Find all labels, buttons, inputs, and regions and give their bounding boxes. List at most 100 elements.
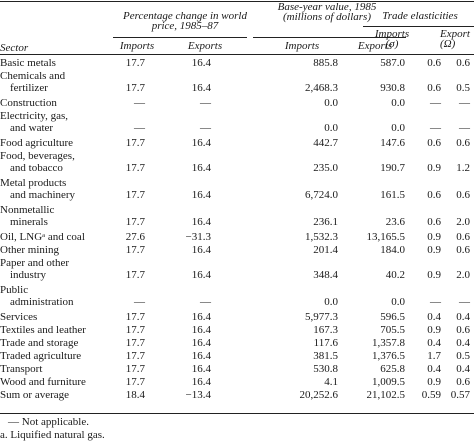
value-group-underline xyxy=(253,37,406,38)
table-cell: 0.6 xyxy=(427,57,441,69)
table-cell: 201.4 xyxy=(313,244,338,256)
table-row-text: Chemicals and xyxy=(0,70,474,82)
table-row: 17.7 16.4 4.1 1,009.5 0.9 0.6 xyxy=(0,376,474,388)
sector-label: industry xyxy=(10,269,47,281)
sector-label: Oil, LNGᵃ and coal xyxy=(0,231,85,243)
price-exports-header: Exports xyxy=(187,40,223,52)
sector-label: Traded agriculture xyxy=(0,350,82,362)
table-cell: 1,376.5 xyxy=(372,350,405,362)
table-row-text: Food agriculture xyxy=(0,137,474,149)
table-row: 27.6 −31.3 1,532.3 13,165.5 0.9 0.6 xyxy=(0,231,474,243)
table-row-text: Food, beverages, xyxy=(0,150,474,162)
table-row-text: Textiles and leather xyxy=(0,324,474,336)
table-cell: — xyxy=(134,122,145,134)
table-cell: 16.4 xyxy=(191,189,211,201)
table-row-text: and machinery xyxy=(0,189,474,201)
table-cell: 147.6 xyxy=(380,137,405,149)
sector-label: Electricity, gas, xyxy=(0,110,69,122)
table-cell: 885.8 xyxy=(313,57,338,69)
table-cell: 16.4 xyxy=(191,82,211,94)
sector-label: Paper and other xyxy=(0,257,70,269)
table-cell: 16.4 xyxy=(191,57,211,69)
table-row-text: Basic metals xyxy=(0,57,474,69)
table-row: — — 0.0 0.0 — — xyxy=(0,97,474,109)
table-cell: 17.7 xyxy=(125,324,145,336)
table-cell: 930.8 xyxy=(380,82,405,94)
table-cell: 184.0 xyxy=(380,244,405,256)
table-cell: 0.59 xyxy=(421,389,441,401)
table-row-text: Services xyxy=(0,311,474,323)
table-row: 17.7 16.4 381.5 1,376.5 1.7 0.5 xyxy=(0,350,474,362)
table-cell: 0.6 xyxy=(456,376,470,388)
table-row-text: Wood and furniture xyxy=(0,376,474,388)
table-cell: 40.2 xyxy=(385,269,405,281)
sector-label: Other mining xyxy=(0,244,59,256)
table-cell: 5,977.3 xyxy=(305,311,338,323)
table-row: 17.7 16.4 348.4 40.2 0.9 2.0 xyxy=(0,269,474,281)
table-top-rule xyxy=(0,1,474,2)
table-cell: 0.0 xyxy=(391,296,405,308)
table-cell: 16.4 xyxy=(191,216,211,228)
sector-label: Construction xyxy=(0,97,57,109)
table-cell: 16.4 xyxy=(191,244,211,256)
sector-label: minerals xyxy=(10,216,48,228)
table-cell: — xyxy=(200,97,211,109)
table-cell: 23.6 xyxy=(385,216,405,228)
table-cell: 16.4 xyxy=(191,269,211,281)
sector-label: Services xyxy=(0,311,38,323)
table-row-text: and tobacco xyxy=(0,162,474,174)
table-cell: 0.6 xyxy=(427,216,441,228)
table-cell: 13,165.5 xyxy=(366,231,406,243)
table-cell: 235.0 xyxy=(313,162,338,174)
table-cell: 705.5 xyxy=(380,324,405,336)
table-cell: 0.6 xyxy=(427,137,441,149)
table-row: 17.7 16.4 442.7 147.6 0.6 0.6 xyxy=(0,137,474,149)
table-cell: 17.7 xyxy=(125,244,145,256)
sector-label: Food agriculture xyxy=(0,137,74,149)
table-row-text: fertilizer xyxy=(0,82,474,94)
table-cell: 0.9 xyxy=(427,269,441,281)
table-cell: 17.7 xyxy=(125,311,145,323)
table-cell: 17.7 xyxy=(125,189,145,201)
footnote-lng: a. Liquified natural gas. xyxy=(0,429,105,441)
table-row-text: Other mining xyxy=(0,244,474,256)
sector-label: Food, beverages, xyxy=(0,150,75,162)
sector-label: Textiles and leather xyxy=(0,324,86,336)
table-row-text: Electricity, gas, xyxy=(0,110,474,122)
table-row-text: and water xyxy=(0,122,474,134)
table-cell: 348.4 xyxy=(313,269,338,281)
sector-label: Nonmetallic xyxy=(0,204,55,216)
table-row: 17.7 16.4 2,468.3 930.8 0.6 0.5 xyxy=(0,82,474,94)
table-row: 17.7 16.4 5,977.3 596.5 0.4 0.4 xyxy=(0,311,474,323)
elasticity-imports-header: Imports (σ) xyxy=(374,28,410,50)
table-cell: 161.5 xyxy=(380,189,405,201)
table-row: 17.7 16.4 530.8 625.8 0.4 0.4 xyxy=(0,363,474,375)
table-cell: — xyxy=(430,97,441,109)
table-row-text: industry xyxy=(0,269,474,281)
sector-label: Metal products xyxy=(0,177,67,189)
table-row-text: Paper and other xyxy=(0,257,474,269)
sector-label: administration xyxy=(10,296,74,308)
table-cell: 16.4 xyxy=(191,363,211,375)
sector-label: Chemicals and xyxy=(0,70,66,82)
table-cell: 17.7 xyxy=(125,57,145,69)
table-row-text: Traded agriculture xyxy=(0,350,474,362)
value-exports-header: Exports xyxy=(357,40,393,52)
table-cell: 596.5 xyxy=(380,311,405,323)
table-cell: 0.6 xyxy=(456,137,470,149)
table-cell: 18.4 xyxy=(125,389,145,401)
sector-column-header: Sector xyxy=(0,42,29,54)
table-cell: 0.6 xyxy=(456,324,470,336)
table-row-text: Metal products xyxy=(0,177,474,189)
table-cell: — xyxy=(134,296,145,308)
table-cell: 17.7 xyxy=(125,363,145,375)
table-cell: 0.6 xyxy=(427,82,441,94)
table-cell: 17.7 xyxy=(125,82,145,94)
elasticity-group-header: Trade elasticities xyxy=(382,10,458,22)
table-row: — — 0.0 0.0 — — xyxy=(0,122,474,134)
table-cell: 0.57 xyxy=(450,389,470,401)
table-cell: 1,009.5 xyxy=(372,376,405,388)
table-row: 17.7 16.4 236.1 23.6 0.6 2.0 xyxy=(0,216,474,228)
table-cell: — xyxy=(430,296,441,308)
table-cell: — xyxy=(430,122,441,134)
